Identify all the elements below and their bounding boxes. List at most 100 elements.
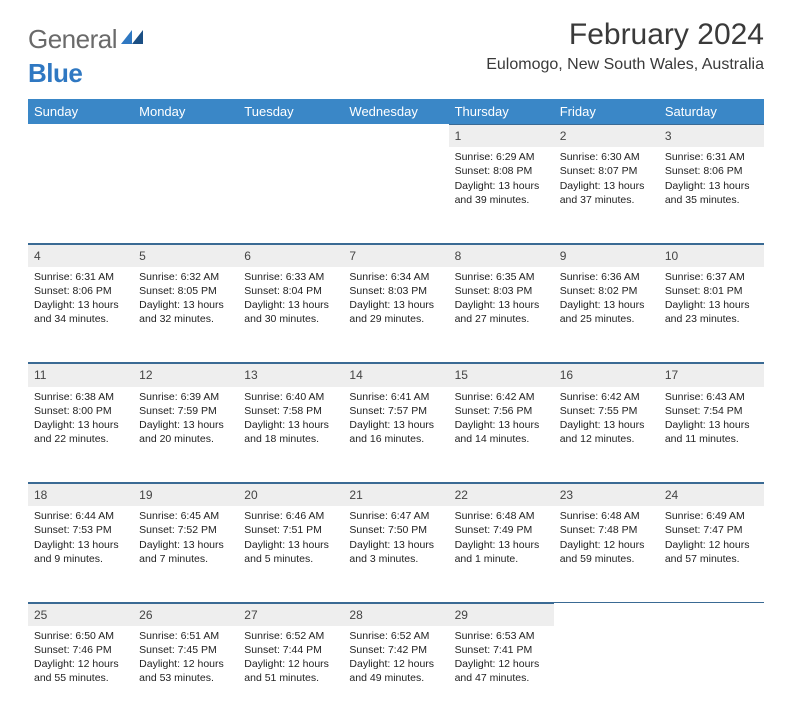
day-number: 11: [28, 363, 133, 386]
day-cell: [343, 147, 448, 243]
day-number-cell: 1: [449, 124, 554, 147]
weekday-header: Friday: [554, 99, 659, 124]
sunset-line: Sunset: 8:00 PM: [34, 404, 127, 418]
daylight-line: Daylight: 12 hours and 51 minutes.: [244, 657, 337, 685]
daylight-line: Daylight: 13 hours and 7 minutes.: [139, 538, 232, 566]
sunrise-line: Sunrise: 6:32 AM: [139, 270, 232, 284]
daylight-line: Daylight: 13 hours and 32 minutes.: [139, 298, 232, 326]
day-number-cell: [238, 124, 343, 147]
brand-mark-icon: [119, 24, 143, 49]
sunrise-line: Sunrise: 6:44 AM: [34, 509, 127, 523]
day-number: 3: [659, 124, 764, 147]
day-number: 9: [554, 244, 659, 267]
daylight-line: Daylight: 12 hours and 55 minutes.: [34, 657, 127, 685]
day-number: 6: [238, 244, 343, 267]
day-number-cell: 27: [238, 603, 343, 626]
day-cell: Sunrise: 6:43 AMSunset: 7:54 PMDaylight:…: [659, 387, 764, 483]
day-cell: Sunrise: 6:50 AMSunset: 7:46 PMDaylight:…: [28, 626, 133, 722]
day-cell: Sunrise: 6:52 AMSunset: 7:42 PMDaylight:…: [343, 626, 448, 722]
location-subtitle: Eulomogo, New South Wales, Australia: [486, 56, 764, 74]
day-number: 4: [28, 244, 133, 267]
day-number: 8: [449, 244, 554, 267]
sunrise-line: Sunrise: 6:40 AM: [244, 390, 337, 404]
day-number: 10: [659, 244, 764, 267]
day-number: 27: [238, 603, 343, 626]
day-number: 16: [554, 363, 659, 386]
daylight-line: Daylight: 12 hours and 53 minutes.: [139, 657, 232, 685]
day-cell: Sunrise: 6:34 AMSunset: 8:03 PMDaylight:…: [343, 267, 448, 363]
day-cell: Sunrise: 6:40 AMSunset: 7:58 PMDaylight:…: [238, 387, 343, 483]
daylight-line: Daylight: 13 hours and 3 minutes.: [349, 538, 442, 566]
day-cell: Sunrise: 6:32 AMSunset: 8:05 PMDaylight:…: [133, 267, 238, 363]
day-number: 13: [238, 363, 343, 386]
sunset-line: Sunset: 8:01 PM: [665, 284, 758, 298]
sunset-line: Sunset: 7:58 PM: [244, 404, 337, 418]
title-block: February 2024 Eulomogo, New South Wales,…: [486, 18, 764, 74]
daylight-line: Daylight: 13 hours and 25 minutes.: [560, 298, 653, 326]
day-cell: Sunrise: 6:35 AMSunset: 8:03 PMDaylight:…: [449, 267, 554, 363]
day-number: 14: [343, 363, 448, 386]
day-number-cell: 28: [343, 603, 448, 626]
weekday-header: Wednesday: [343, 99, 448, 124]
day-number: 24: [659, 483, 764, 506]
daylight-line: Daylight: 13 hours and 22 minutes.: [34, 418, 127, 446]
day-number-cell: [343, 124, 448, 147]
day-cell: [28, 147, 133, 243]
day-cell: [133, 147, 238, 243]
sunset-line: Sunset: 7:51 PM: [244, 523, 337, 537]
day-number-cell: 12: [133, 363, 238, 386]
sunrise-line: Sunrise: 6:48 AM: [560, 509, 653, 523]
day-number: 19: [133, 483, 238, 506]
day-cell: [554, 626, 659, 722]
day-number-cell: [28, 124, 133, 147]
day-number-cell: 14: [343, 363, 448, 386]
sunrise-line: Sunrise: 6:35 AM: [455, 270, 548, 284]
day-number-cell: 24: [659, 483, 764, 506]
daylight-line: Daylight: 13 hours and 35 minutes.: [665, 179, 758, 207]
day-cell: Sunrise: 6:48 AMSunset: 7:48 PMDaylight:…: [554, 506, 659, 602]
weekday-header: Saturday: [659, 99, 764, 124]
sunset-line: Sunset: 7:54 PM: [665, 404, 758, 418]
sunset-line: Sunset: 7:41 PM: [455, 643, 548, 657]
day-cell: Sunrise: 6:39 AMSunset: 7:59 PMDaylight:…: [133, 387, 238, 483]
daylight-line: Daylight: 13 hours and 34 minutes.: [34, 298, 127, 326]
day-cell: Sunrise: 6:48 AMSunset: 7:49 PMDaylight:…: [449, 506, 554, 602]
sunset-line: Sunset: 8:06 PM: [34, 284, 127, 298]
day-number: 28: [343, 603, 448, 626]
brand-logo: General: [28, 24, 145, 55]
daylight-line: Daylight: 12 hours and 47 minutes.: [455, 657, 548, 685]
daylight-line: Daylight: 13 hours and 29 minutes.: [349, 298, 442, 326]
sunset-line: Sunset: 7:59 PM: [139, 404, 232, 418]
sunrise-line: Sunrise: 6:29 AM: [455, 150, 548, 164]
sunrise-line: Sunrise: 6:31 AM: [34, 270, 127, 284]
sunset-line: Sunset: 7:45 PM: [139, 643, 232, 657]
day-number-cell: 21: [343, 483, 448, 506]
day-number-cell: 4: [28, 244, 133, 267]
sunset-line: Sunset: 7:42 PM: [349, 643, 442, 657]
sunset-line: Sunset: 7:44 PM: [244, 643, 337, 657]
day-number-cell: 20: [238, 483, 343, 506]
day-number-cell: 18: [28, 483, 133, 506]
day-number: 15: [449, 363, 554, 386]
sunset-line: Sunset: 8:08 PM: [455, 164, 548, 178]
sunrise-line: Sunrise: 6:49 AM: [665, 509, 758, 523]
brand-text-1: General: [28, 24, 117, 55]
sunset-line: Sunset: 7:50 PM: [349, 523, 442, 537]
sunset-line: Sunset: 7:53 PM: [34, 523, 127, 537]
sunrise-line: Sunrise: 6:52 AM: [349, 629, 442, 643]
day-number-cell: 3: [659, 124, 764, 147]
daylight-line: Daylight: 13 hours and 37 minutes.: [560, 179, 653, 207]
daylight-line: Daylight: 12 hours and 49 minutes.: [349, 657, 442, 685]
day-cell: Sunrise: 6:46 AMSunset: 7:51 PMDaylight:…: [238, 506, 343, 602]
day-number-cell: [133, 124, 238, 147]
day-number: 2: [554, 124, 659, 147]
day-cell: Sunrise: 6:45 AMSunset: 7:52 PMDaylight:…: [133, 506, 238, 602]
month-title: February 2024: [486, 18, 764, 52]
day-cell: Sunrise: 6:53 AMSunset: 7:41 PMDaylight:…: [449, 626, 554, 722]
day-number: 20: [238, 483, 343, 506]
day-number-cell: 29: [449, 603, 554, 626]
day-cell: Sunrise: 6:42 AMSunset: 7:56 PMDaylight:…: [449, 387, 554, 483]
sunset-line: Sunset: 7:57 PM: [349, 404, 442, 418]
day-cell: Sunrise: 6:37 AMSunset: 8:01 PMDaylight:…: [659, 267, 764, 363]
sunrise-line: Sunrise: 6:34 AM: [349, 270, 442, 284]
